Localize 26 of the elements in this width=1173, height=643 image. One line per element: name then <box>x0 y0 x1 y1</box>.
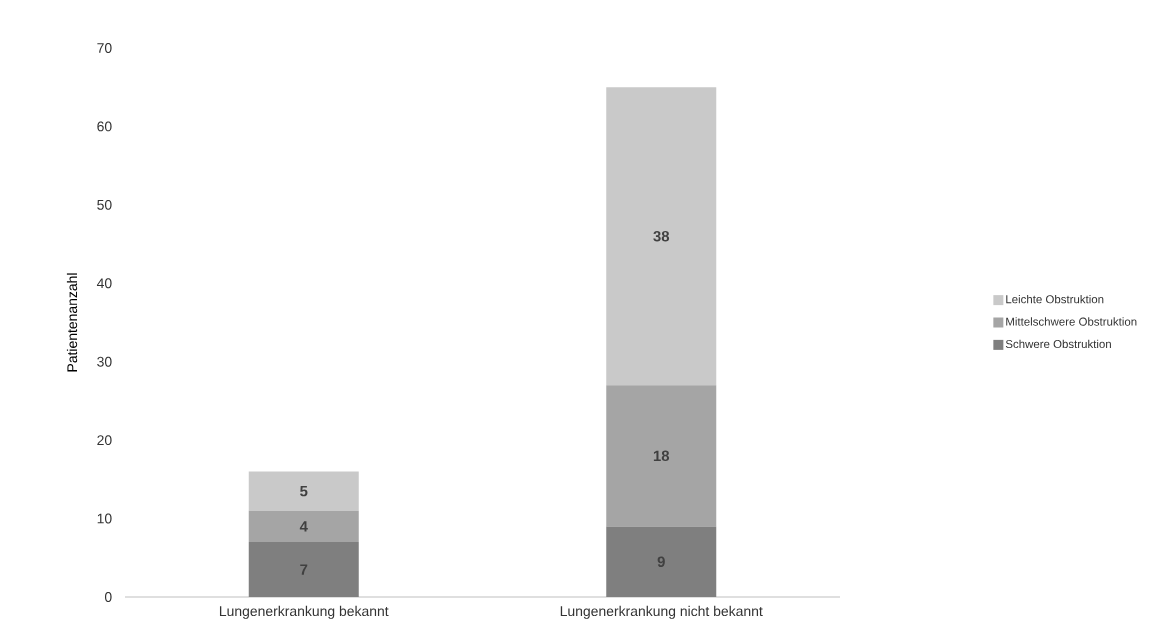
y-tick-label: 50 <box>97 199 112 210</box>
data-label: 9 <box>657 556 665 567</box>
bar <box>248 471 359 511</box>
y-axis-title: Patientenanzahl <box>66 273 78 372</box>
x-tick-label: Lungenerkrankung bekannt <box>219 605 389 619</box>
y-tick-label: 0 <box>104 592 112 602</box>
bar <box>606 385 717 527</box>
bar <box>606 87 717 386</box>
bar <box>248 510 359 543</box>
data-label: 4 <box>299 521 308 532</box>
legend-label: Schwere Obstruktion <box>1005 339 1111 349</box>
bar <box>248 542 359 597</box>
y-tick-label: 70 <box>97 43 112 53</box>
legend-label: Leichte Obstruktion <box>1006 294 1104 304</box>
y-tick-label: 60 <box>97 121 112 132</box>
y-tick-label: 20 <box>97 435 112 446</box>
data-label: 38 <box>653 230 670 242</box>
bar <box>606 526 717 597</box>
x-tick-label: Lungenerkrankung nicht bekannt <box>560 605 763 619</box>
data-label: 7 <box>300 564 308 575</box>
y-tick-label: 30 <box>97 356 112 367</box>
legend-label: Mittelschwere Obstruktion <box>1006 317 1137 326</box>
y-tick-label: 40 <box>96 278 112 289</box>
y-tick-label: 10 <box>97 513 112 524</box>
data-label: 18 <box>653 450 670 462</box>
data-label: 5 <box>300 485 308 497</box>
